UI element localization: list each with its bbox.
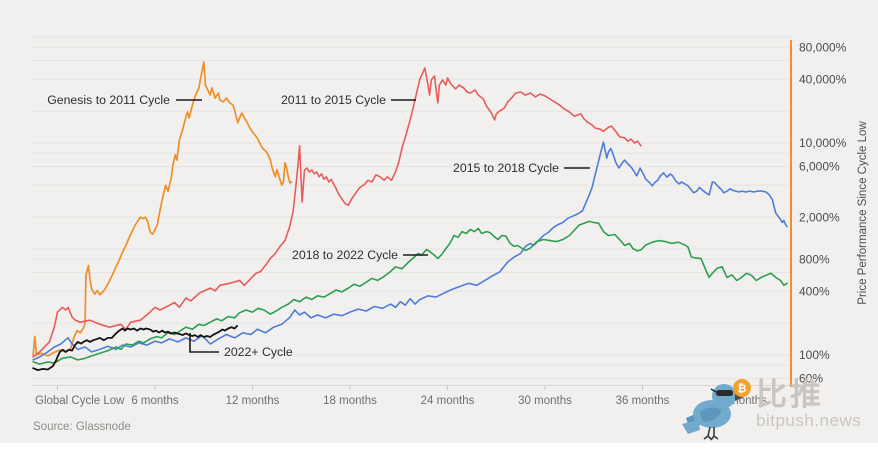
series-line-genesis-to-2011-cycle (32, 61, 293, 357)
bitcoin-coin-icon (733, 379, 751, 397)
annotation-label: Genesis to 2011 Cycle (47, 93, 170, 107)
y-axis-title: Price Performance Since Cycle Low (857, 121, 869, 305)
x-tick-label: Global Cycle Low (35, 395, 125, 407)
x-tick-label: 6 months (131, 395, 179, 407)
watermark-text: 比推 bitpush.news (756, 377, 862, 431)
x-tick-label: 12 months (226, 395, 280, 407)
bottom-strip (0, 443, 878, 450)
series-line-2011-to-2015-cycle (32, 67, 642, 358)
bird-sunglasses (716, 390, 733, 396)
y-tick-label: 80,000% (799, 40, 847, 54)
bird-tail2 (682, 420, 700, 434)
bird-beak (735, 394, 744, 401)
x-tick-label: 36 months (616, 395, 670, 407)
bird-legs (703, 426, 719, 441)
series-line-2015-to-2018-cycle (32, 141, 788, 361)
annotation-label: 2018 to 2022 Cycle (292, 248, 398, 262)
annotation-label: 2011 to 2015 Cycle (281, 93, 386, 107)
y-tick-label: 60% (799, 372, 823, 386)
y-tick-label: 10,000% (799, 136, 847, 150)
source-label: Source: Glassnode (33, 421, 131, 433)
y-tick-label: 6,000% (799, 160, 840, 174)
x-tick-label: 24 months (421, 395, 475, 407)
watermark-brand-domain: bitpush.news (756, 411, 862, 430)
series-line-2018-to-2022-cycle (32, 220, 788, 365)
annotation-label: 2022+ Cycle (224, 345, 293, 359)
bitcoin-glyph: ₿ (738, 383, 747, 395)
series-line-2022-cycle (32, 324, 239, 372)
y-tick-label: 800% (799, 252, 830, 266)
annotation-label: 2015 to 2018 Cycle (453, 161, 559, 175)
twitter-bird-icon: ₿ (682, 379, 751, 441)
bitpush-watermark: ₿ 比推 bitpush.news (668, 374, 873, 442)
y-tick-label: 40,000% (799, 72, 847, 86)
x-tick-label: 30 months (518, 395, 572, 407)
bird-wing (700, 407, 722, 422)
y-tick-label: 2,000% (799, 210, 840, 224)
y-tick-label: 100% (799, 348, 830, 362)
y-tick-label: 400% (799, 284, 830, 298)
bird-sunglasses-strap (710, 388, 717, 393)
annotation-pointer (189, 333, 219, 353)
x-tick-label: 18 months (323, 395, 377, 407)
watermark-brand-cjk: 比推 (756, 377, 824, 412)
